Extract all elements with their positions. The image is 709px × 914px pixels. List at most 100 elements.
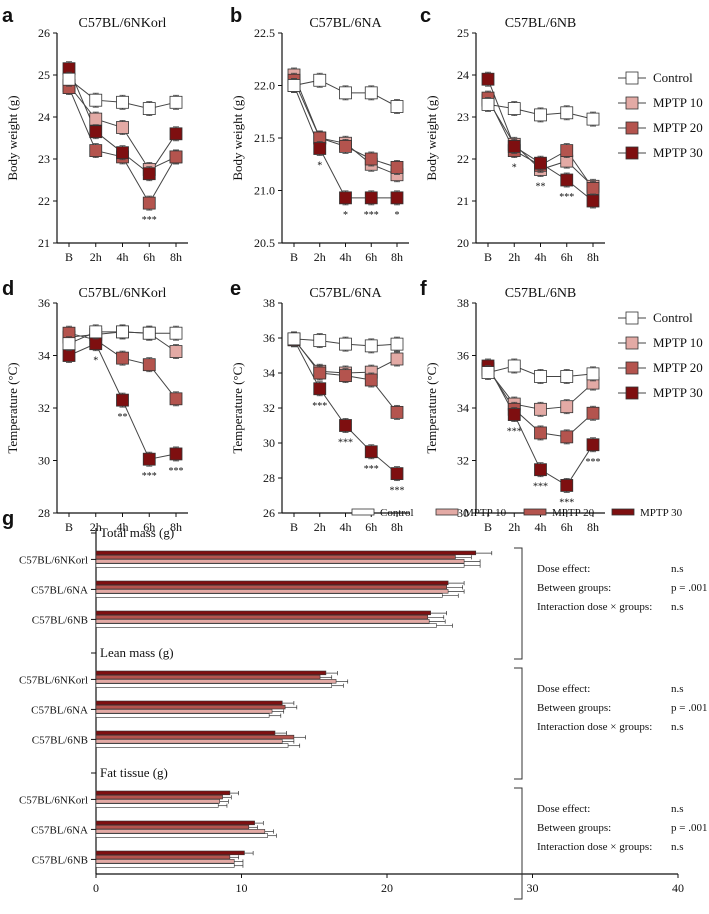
panel-title: C57BL/6NKorl	[79, 286, 167, 301]
data-point	[89, 93, 103, 107]
y-tick-label: 23	[457, 110, 469, 124]
stat-label: Dose effect:	[537, 683, 590, 695]
data-point	[534, 156, 547, 170]
data-point	[89, 337, 103, 351]
data-point	[142, 326, 156, 340]
data-point	[560, 400, 574, 414]
x-tick-label: B	[484, 250, 492, 264]
data-point	[507, 139, 521, 153]
data-point	[142, 452, 156, 466]
bar	[95, 799, 220, 804]
data-point	[142, 196, 156, 210]
data-point	[287, 79, 301, 92]
significance-marker: *	[343, 210, 348, 221]
significance-marker: *	[512, 163, 517, 174]
data-point	[364, 152, 378, 166]
bar	[95, 704, 286, 710]
y-tick-label: 30	[263, 436, 275, 450]
stat-label: Between groups:	[537, 702, 611, 714]
panel-title: C57BL/6NA	[309, 16, 382, 31]
stat-value: n.s	[671, 841, 684, 853]
strain-label: C57BL/6NKorl	[19, 674, 88, 686]
bar	[95, 854, 231, 860]
legend-label: MPTP 10	[653, 335, 703, 350]
significance-marker: *	[395, 210, 400, 221]
legend-label: MPTP 30	[640, 507, 683, 519]
bar	[95, 683, 333, 688]
data-point	[169, 345, 183, 358]
panel-title: C57BL/6NB	[505, 286, 577, 301]
x-tick-label: 8h	[587, 250, 599, 264]
panel-b: b C57BL/6NA 20.5 21.0 21.5 22.0 22.5 B 2h 4h 6h 8h B…	[230, 5, 409, 264]
data-point	[313, 73, 327, 87]
x-tick-label: 6h	[561, 520, 573, 534]
data-point	[586, 406, 600, 420]
data-point	[586, 438, 600, 452]
data-point	[390, 337, 404, 351]
significance-marker: *	[93, 356, 98, 367]
legend-top: Control MPTP 10 MPTP 20 MPTP 30	[618, 70, 703, 160]
data-point	[560, 173, 574, 187]
stat-label: Dose effect:	[537, 563, 590, 575]
bar	[95, 859, 235, 864]
data-point	[586, 181, 600, 195]
strain-label: C57BL/6NB	[32, 854, 88, 866]
x-tick-label: 6h	[561, 250, 573, 264]
data-point	[116, 146, 129, 160]
y-tick-label: 28	[263, 471, 275, 485]
y-tick-label: 36	[38, 296, 50, 310]
y-tick-label: 30	[38, 454, 50, 468]
data-point	[339, 191, 352, 205]
y-tick-label: 25	[38, 68, 50, 82]
data-point	[339, 86, 352, 100]
strain-label: C57BL/6NB	[32, 734, 88, 746]
data-point	[364, 191, 378, 205]
data-point	[534, 463, 547, 477]
data-point	[339, 337, 352, 351]
bar	[95, 589, 449, 594]
group-title: Lean mass (g)	[100, 645, 174, 660]
data-point	[534, 108, 547, 122]
y-axis-label: Body weight (g)	[424, 95, 439, 180]
y-tick-label: 36	[263, 331, 275, 345]
y-tick-label: 22	[457, 152, 469, 166]
legend-marker	[625, 386, 639, 400]
data-point	[169, 447, 183, 461]
x-tick-label: B	[484, 520, 492, 534]
y-tick-label: 38	[457, 296, 469, 310]
stat-value: p = .001	[671, 702, 707, 714]
x-tick-label: 8h	[391, 520, 403, 534]
data-point	[313, 366, 327, 380]
data-point	[534, 402, 547, 416]
strain-label: C57BL/6NA	[31, 824, 88, 836]
bar	[95, 610, 431, 616]
data-point	[116, 325, 129, 339]
bar	[95, 670, 327, 676]
series-line-2	[68, 332, 177, 400]
panel-title: C57BL/6NKorl	[79, 16, 167, 31]
stat-value: n.s	[671, 601, 684, 613]
data-point	[89, 112, 103, 126]
x-tick-label: 2h	[314, 250, 326, 264]
x-tick-label: 4h	[535, 250, 547, 264]
data-point	[287, 332, 301, 346]
x-tick-label: 20	[381, 881, 393, 895]
bar	[95, 713, 270, 718]
y-tick-label: 28	[38, 506, 50, 520]
bar	[95, 584, 447, 590]
bar	[95, 554, 456, 560]
bar	[95, 824, 250, 830]
significance-marker: ***	[559, 192, 574, 203]
data-point	[142, 358, 156, 372]
data-point	[116, 351, 129, 365]
data-point	[390, 352, 404, 366]
x-tick-label: 8h	[170, 250, 182, 264]
y-axis-label: Temperature (°C)	[424, 362, 439, 453]
data-point	[89, 144, 103, 158]
strain-label: C57BL/6NB	[32, 614, 88, 626]
data-point	[116, 393, 129, 407]
bar	[95, 829, 266, 834]
data-point	[481, 98, 495, 111]
stat-label: Between groups:	[537, 822, 611, 834]
